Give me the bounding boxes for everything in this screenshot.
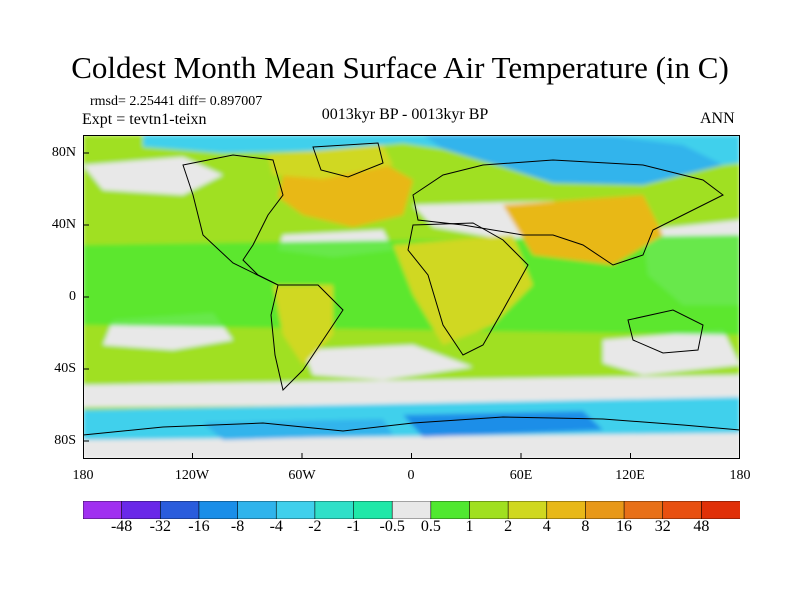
colorbar-label: -8 (230, 518, 245, 535)
season-label: ANN (700, 110, 735, 127)
field-south-america-yellow (273, 285, 333, 365)
colorbar-swatch (83, 501, 123, 519)
colorbar-swatch (546, 501, 587, 519)
lon-label-120e: 120E (615, 468, 645, 483)
colorbar-label: -32 (149, 518, 171, 535)
field-white-southern-band (83, 375, 740, 407)
colorbar-swatch (585, 501, 625, 519)
field-arctic-blue (423, 135, 723, 185)
chart-title: Coldest Month Mean Surface Air Temperatu… (71, 50, 729, 85)
period-label: 0013kyr BP - 0013kyr BP (321, 106, 489, 123)
colorbar (83, 501, 740, 519)
lat-label-0: 0 (69, 289, 76, 304)
colorbar-swatch (391, 501, 432, 519)
field-antarctic-light-blue (203, 419, 393, 440)
field-greenland-yellow (268, 145, 393, 179)
colorbar-swatch (469, 501, 509, 519)
experiment-label: Expt = tevtn1-teixn (82, 111, 207, 128)
coastline-africa (407, 222, 529, 356)
colorbar-swatch (198, 501, 239, 519)
coastline-south-america (270, 284, 344, 391)
coastline-north-america (182, 154, 284, 286)
coastline-eurasia (412, 159, 724, 266)
colorbar-swatch (507, 501, 548, 519)
lon-label-60e: 60E (509, 468, 533, 483)
colorbar-label: 2 (504, 518, 513, 535)
colorbar-label: 16 (616, 518, 633, 535)
colorbar-label: -48 (110, 518, 133, 535)
coastline-antarctica (83, 416, 740, 436)
stats-text: rmsd= 2.25441 diff= 0.897007 (90, 94, 263, 109)
lat-label-40s: 40S (54, 361, 76, 376)
lat-label-80s: 80S (54, 433, 76, 448)
lon-label-60w: 60W (288, 468, 316, 483)
colorbar-label: -2 (308, 518, 322, 535)
field-antarctic-white (83, 433, 740, 459)
colorbar-label: -1 (346, 518, 361, 535)
colorbar-label: 32 (654, 518, 671, 535)
field-north-atlantic-orange (278, 163, 413, 227)
colorbar-swatch (430, 501, 471, 519)
temperature-map (83, 135, 740, 459)
colorbar-label: 0.5 (420, 518, 441, 535)
lon-label-120w: 120W (174, 468, 210, 483)
coastline-australia (627, 309, 704, 354)
coastline-greenland (312, 142, 384, 178)
lat-label-40n: 40N (51, 217, 76, 232)
colorbar-label: 48 (693, 518, 710, 535)
colorbar-label: 1 (465, 518, 474, 535)
colorbar-swatch (662, 501, 702, 519)
lon-label-180-east: 180 (729, 468, 751, 483)
colorbar-swatch (121, 501, 161, 519)
colorbar-label: -4 (269, 518, 283, 535)
colorbar-label: -16 (188, 518, 210, 535)
colorbar-label: 8 (581, 518, 590, 535)
colorbar-swatch (275, 501, 316, 519)
field-africa-yellow (393, 235, 533, 345)
colorbar-swatch (353, 501, 393, 519)
colorbar-swatch (237, 501, 277, 519)
colorbar-swatch (623, 501, 664, 519)
colorbar-label: -0.5 (379, 518, 405, 535)
lat-label-80n: 80N (51, 145, 76, 160)
field-white-south-atlantic (303, 345, 473, 380)
field-white-pacific-north (83, 157, 223, 195)
lon-label-180-west: 180 (72, 468, 94, 483)
colorbar-swatch (701, 501, 740, 519)
colorbar-swatch (159, 501, 200, 519)
lon-label-0: 0 (407, 468, 415, 483)
field-asia-orange (503, 195, 663, 265)
colorbar-label: 4 (542, 518, 551, 535)
colorbar-swatch (314, 501, 355, 519)
